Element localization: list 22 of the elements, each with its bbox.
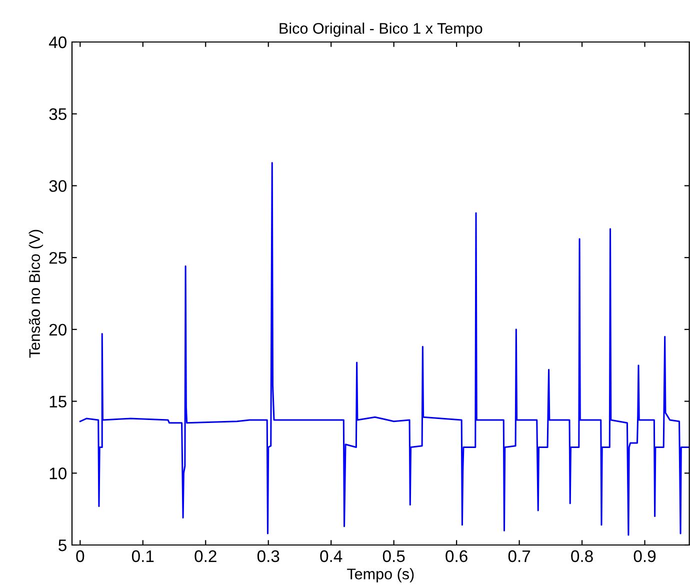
y-tick-label: 15 xyxy=(50,396,66,408)
x-tick-label: 0.1 xyxy=(132,550,154,562)
x-tick-label: 0.6 xyxy=(446,550,468,562)
line-series xyxy=(79,162,690,536)
chart-title: Bico Original - Bico 1 x Tempo xyxy=(280,22,482,37)
x-tick-label: 0.8 xyxy=(571,550,593,562)
y-tick-label: 35 xyxy=(49,108,66,120)
y-tick-label: 30 xyxy=(49,180,66,192)
y-tick-label: 25 xyxy=(49,252,66,264)
x-tick-label: 0.5 xyxy=(382,550,405,562)
x-tick-label: 0.4 xyxy=(320,550,342,562)
x-tick-label: 0 xyxy=(76,550,84,562)
y-tick-label: 10 xyxy=(50,468,66,480)
x-tick-label: 0.9 xyxy=(634,550,656,562)
x-tick-label: 0.2 xyxy=(194,550,216,562)
y-axis-title: Tensão no Bico (V) xyxy=(28,230,44,358)
y-tick-label: 40 xyxy=(48,36,66,48)
y-tick-label: 20 xyxy=(49,324,66,336)
y-tick-label: 5 xyxy=(58,540,66,552)
x-tick-label: 0.7 xyxy=(508,550,530,562)
x-tick-label: 0.3 xyxy=(257,550,280,562)
x-axis-title: Tempo (s) xyxy=(347,568,414,582)
